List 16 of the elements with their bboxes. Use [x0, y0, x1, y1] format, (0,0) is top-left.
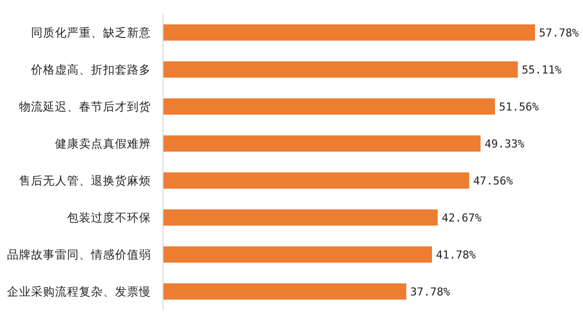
y-tick-label: 物流延迟、春节后才到货	[19, 100, 151, 114]
y-tick-label: 价格虚高、折扣套路多	[30, 62, 151, 76]
y-tick-label: 健康卖点真假难辨	[55, 136, 151, 150]
y-tick-label: 品牌故事雷同、情感价值弱	[7, 248, 151, 262]
y-tick-label: 售后无人管、退换货麻烦	[19, 174, 151, 188]
data-label: 57.78%	[539, 26, 580, 40]
y-tick-label: 包装过度不环保	[67, 210, 151, 224]
data-label: 49.33%	[484, 138, 525, 150]
data-label: 51.56%	[498, 100, 540, 114]
data-label: 37.78%	[410, 286, 450, 298]
data-label: 41.78%	[436, 248, 476, 262]
y-tick-label: 企业采购流程复杂、发票慢	[7, 284, 151, 298]
data-label: 55.11%	[522, 64, 562, 76]
data-label: 47.56%	[473, 174, 514, 188]
data-label: 42.67%	[442, 212, 482, 224]
y-tick-label: 同质化严重、缺乏新意	[31, 26, 151, 40]
